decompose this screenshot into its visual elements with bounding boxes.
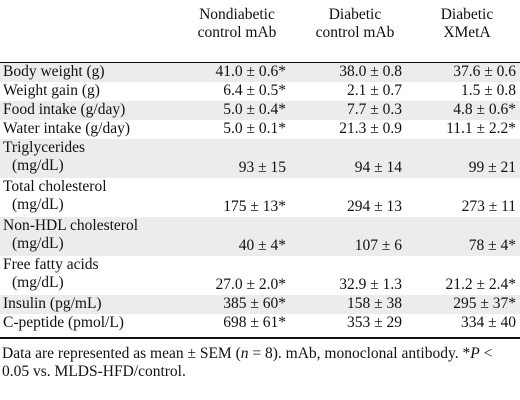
row-value-cell: 38.0 ± 0.8	[296, 62, 414, 82]
row-value-cell: 27.0 ± 2.0*	[215, 276, 286, 293]
row-label: Insulin (pg/mL)	[0, 295, 178, 314]
footnote-text: < 0.05 vs. MLDS-HFD/control.	[2, 345, 493, 380]
table-body: Body weight (g) 41.0 ± 0.6* 38.0 ± 0.8 37.6…	[0, 62, 520, 334]
row-label-line: Triglycerides	[3, 139, 86, 156]
table-row: Water intake (g/day) 5.0 ± 0.1* 21.3 ± 0.9…	[0, 120, 520, 139]
row-value-cell: 107 ± 6	[296, 217, 414, 256]
row-label-line: (mg/dL)	[12, 157, 64, 174]
header-line: control mAb	[315, 24, 395, 41]
row-value-cell: 94 ± 14	[296, 139, 414, 178]
table-row: Body weight (g) 41.0 ± 0.6* 38.0 ± 0.8 37.6…	[0, 62, 520, 82]
row-label-line: Water intake (g/day)	[3, 120, 130, 137]
row-label-line: Weight gain (g)	[3, 82, 100, 99]
row-label: Free fatty acids (mg/dL)	[0, 256, 178, 295]
row-label-line: (mg/dL)	[12, 235, 64, 252]
table-row: Weight gain (g) 6.4 ± 0.5* 2.1 ± 0.7 1.5 ± …	[0, 82, 520, 101]
header-row: Nondiabetic control mAb Diabetic control…	[0, 0, 520, 63]
table-row: Total cholesterol (mg/dL) 175 ± 13* 294 ± 1…	[0, 178, 520, 217]
row-value-cell: 11.1 ± 2.2*	[446, 120, 516, 137]
row-value-cell: 99 ± 21	[414, 139, 520, 178]
table-row: Triglycerides (mg/dL) 93 ± 15 94 ± 14 99 ± 2…	[0, 139, 520, 178]
table-row: C-peptide (pmol/L) 698 ± 61* 353 ± 29 334 ±…	[0, 314, 520, 333]
row-value-cell: 353 ± 29	[346, 314, 402, 331]
footnote-text: = 8). mAb, monoclonal antibody. *	[248, 345, 471, 362]
row-value-cell: 32.9 ± 1.3	[339, 276, 402, 293]
row-value-cell: 40 ± 4*	[178, 217, 296, 256]
row-value-cell: 385 ± 60*	[178, 295, 296, 314]
row-label-line: C-peptide (pmol/L)	[3, 314, 124, 331]
row-label-line: Total cholesterol	[3, 178, 107, 195]
row-value-cell: 21.3 ± 0.9	[339, 120, 402, 137]
row-value-cell: 175 ± 13*	[223, 198, 286, 215]
row-label-line: Food intake (g/day)	[3, 101, 126, 118]
row-value-cell: 2.1 ± 0.7	[346, 82, 402, 99]
row-label-line: Body weight (g)	[3, 63, 105, 80]
header-line: control mAb	[197, 24, 277, 41]
row-value-cell: 1.5 ± 0.8	[460, 82, 516, 99]
table-row: Free fatty acids (mg/dL) 27.0 ± 2.0* 32.9 ±…	[0, 256, 520, 295]
row-value-cell: 21.2 ± 2.4*	[445, 276, 516, 293]
row-value-cell: 294 ± 13	[346, 198, 402, 215]
table-footnote: Data are represented as mean ± SEM (n = …	[2, 345, 518, 381]
table-bottom-rule	[0, 337, 520, 339]
header-line: Diabetic	[328, 6, 382, 23]
header-line: XMetA	[443, 24, 491, 41]
footnote-italic-n: n	[240, 345, 249, 362]
row-label: Triglycerides (mg/dL)	[0, 139, 178, 178]
row-value-cell: 93 ± 15	[178, 139, 296, 178]
row-label: Food intake (g/day)	[0, 101, 178, 120]
table-row: Non-HDL cholesterol (mg/dL) 40 ± 4* 107 ± 6…	[0, 217, 520, 256]
footnote-italic-p: P	[470, 345, 480, 362]
row-label: Body weight (g)	[0, 62, 178, 82]
row-value-cell: 295 ± 37*	[414, 295, 520, 314]
row-label: Total cholesterol (mg/dL)	[0, 178, 178, 217]
row-label: C-peptide (pmol/L)	[0, 314, 178, 333]
table-header: Nondiabetic control mAb Diabetic control…	[0, 0, 520, 63]
row-value-cell: 78 ± 4*	[414, 217, 520, 256]
header-line: Diabetic	[440, 6, 494, 23]
row-label-line: (mg/dL)	[12, 274, 64, 291]
row-value-cell: 7.7 ± 0.3	[296, 101, 414, 120]
row-label-line: Free fatty acids	[3, 256, 99, 273]
row-value-cell: 4.8 ± 0.6*	[414, 101, 520, 120]
row-label: Non-HDL cholesterol (mg/dL)	[0, 217, 178, 256]
row-label: Weight gain (g)	[0, 82, 178, 101]
header-label-column	[0, 0, 178, 63]
data-table: Nondiabetic control mAb Diabetic control…	[0, 0, 520, 334]
row-value-cell: 158 ± 38	[296, 295, 414, 314]
row-value-cell: 334 ± 40	[460, 314, 516, 331]
footnote-text: Data are represented as mean ± SEM (	[2, 345, 241, 362]
row-label-line: Non-HDL cholesterol	[3, 217, 139, 234]
header-diabetic-control-mab: Diabetic control mAb	[296, 0, 414, 63]
row-value-cell: 5.0 ± 0.4*	[178, 101, 296, 120]
row-value-cell: 37.6 ± 0.6	[414, 62, 520, 82]
header-line: Nondiabetic	[199, 6, 275, 23]
row-value-cell: 5.0 ± 0.1*	[223, 120, 286, 137]
row-label-line: Insulin (pg/mL)	[3, 295, 102, 312]
header-diabetic-xmeta: Diabetic XMetA	[414, 0, 520, 63]
table-row: Insulin (pg/mL) 385 ± 60* 158 ± 38 295 ± 37…	[0, 295, 520, 314]
header-nondiabetic-control-mab: Nondiabetic control mAb	[178, 0, 296, 63]
row-value-cell: 698 ± 61*	[223, 314, 286, 331]
row-label: Water intake (g/day)	[0, 120, 178, 139]
row-value-cell: 273 ± 11	[461, 198, 516, 215]
row-label-line: (mg/dL)	[12, 196, 64, 213]
table-row: Food intake (g/day) 5.0 ± 0.4* 7.7 ± 0.3 4.…	[0, 101, 520, 120]
row-value-cell: 41.0 ± 0.6*	[178, 62, 296, 82]
row-value-cell: 6.4 ± 0.5*	[223, 82, 286, 99]
